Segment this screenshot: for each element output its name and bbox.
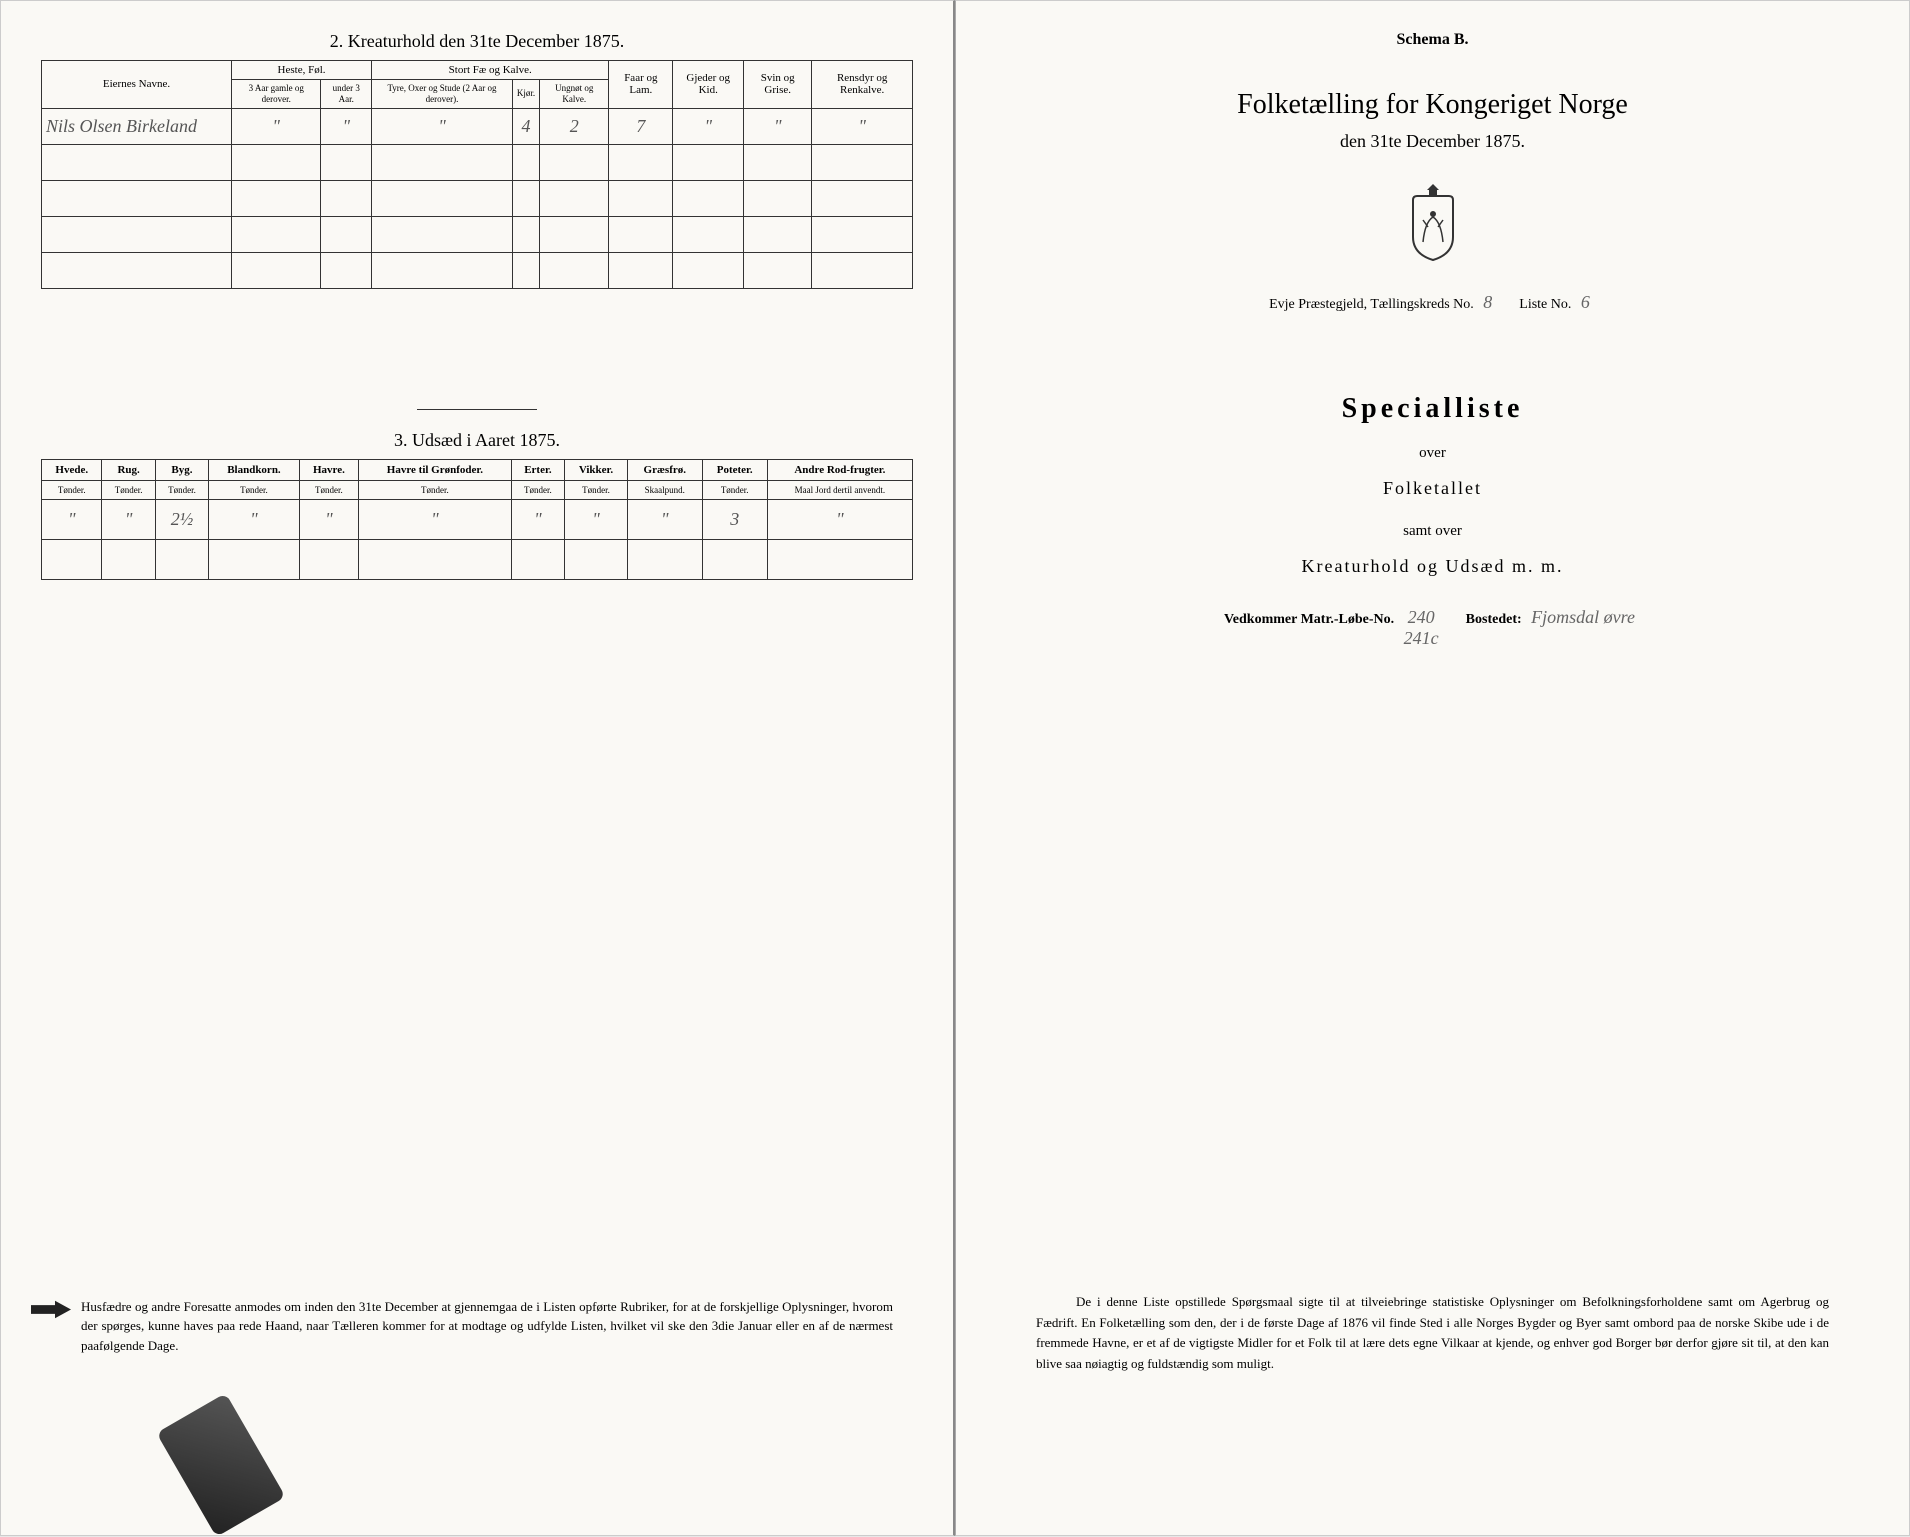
th: Poteter.	[702, 459, 767, 480]
th: Erter.	[511, 459, 564, 480]
th: Vikker.	[565, 459, 628, 480]
th: Andre Rod-frugter.	[767, 459, 912, 480]
binder-clip	[156, 1393, 285, 1537]
census-title: Folketælling for Kongeriget Norge	[996, 89, 1869, 121]
parish-line: Evje Præstegjeld, Tællingskreds No. 8 Li…	[996, 292, 1869, 313]
livestock-table: Eiernes Navne. Heste, Føl. Stort Fæ og K…	[41, 60, 913, 289]
cell: "	[372, 108, 513, 144]
bosted-value: Fjomsdal øvre	[1525, 607, 1641, 627]
cell: "	[42, 499, 102, 539]
matr-no: 240 241c	[1398, 607, 1445, 649]
parish-no: 8	[1477, 292, 1498, 312]
table-row	[42, 180, 913, 216]
specialliste-title: Specialliste	[996, 393, 1869, 425]
th: Tønder.	[209, 480, 300, 499]
th-name: Eiernes Navne.	[42, 61, 232, 109]
bosted-label: Bostedet:	[1466, 612, 1522, 627]
divider	[417, 409, 537, 410]
th-gjeder: Gjeder og Kid.	[673, 61, 744, 109]
seed-data-row: " " 2½ " " " " " " 3 "	[42, 499, 913, 539]
right-footnote: De i denne Liste opstillede Spørgsmaal s…	[1036, 1292, 1829, 1375]
cell-name: Nils Olsen Birkeland	[42, 108, 232, 144]
cell: "	[511, 499, 564, 539]
th-s2: Kjør.	[512, 80, 539, 109]
th: Tønder.	[359, 480, 512, 499]
th: Tønder.	[511, 480, 564, 499]
matr-line: Vedkommer Matr.-Løbe-No. 240 241c Bosted…	[996, 607, 1869, 649]
table-row	[42, 216, 913, 252]
cell: "	[744, 108, 812, 144]
cell: "	[321, 108, 372, 144]
th-s1: Tyre, Oxer og Stude (2 Aar og derover).	[372, 80, 513, 109]
cell: "	[812, 108, 913, 144]
th: Hvede.	[42, 459, 102, 480]
folketallet-label: Folketallet	[996, 478, 1869, 499]
cell: 2½	[155, 499, 208, 539]
matr-label: Vedkommer Matr.-Løbe-No.	[1224, 612, 1394, 627]
cell: 2	[540, 108, 609, 144]
th-heste: Heste, Føl.	[232, 61, 372, 80]
th-h2: under 3 Aar.	[321, 80, 372, 109]
pointing-hand-icon	[31, 1299, 71, 1321]
cell: "	[102, 499, 155, 539]
th-faar: Faar og Lam.	[609, 61, 673, 109]
book-spread: 2. Kreaturhold den 31te December 1875. E…	[0, 0, 1910, 1536]
th: Havre til Grønfoder.	[359, 459, 512, 480]
left-page: 2. Kreaturhold den 31te December 1875. E…	[0, 0, 955, 1536]
right-page: Schema B. Folketælling for Kongeriget No…	[955, 0, 1910, 1536]
footnote-text: Husfædre og andre Foresatte anmodes om i…	[81, 1299, 893, 1353]
samt-label: samt over	[996, 523, 1869, 540]
th: Tønder.	[102, 480, 155, 499]
cell: "	[232, 108, 321, 144]
th-rensdyr: Rensdyr og Renkalve.	[812, 61, 913, 109]
over-label: over	[996, 445, 1869, 462]
cell: "	[673, 108, 744, 144]
cell: "	[209, 499, 300, 539]
seed-sub-row: Tønder. Tønder. Tønder. Tønder. Tønder. …	[42, 480, 913, 499]
th: Tønder.	[702, 480, 767, 499]
th-stort: Stort Fæ og Kalve.	[372, 61, 609, 80]
table-row: Nils Olsen Birkeland " " " 4 2 7 " " "	[42, 108, 913, 144]
seed-table: Hvede. Rug. Byg. Blandkorn. Havre. Havre…	[41, 459, 913, 580]
table-row	[42, 144, 913, 180]
table-row	[42, 252, 913, 288]
cell: "	[565, 499, 628, 539]
th: Græsfrø.	[627, 459, 702, 480]
cell: "	[299, 499, 358, 539]
liste-no: 6	[1575, 292, 1596, 312]
left-footnote: Husfædre og andre Foresatte anmodes om i…	[81, 1297, 893, 1356]
th: Maal Jord dertil anvendt.	[767, 480, 912, 499]
cell: 3	[702, 499, 767, 539]
census-date: den 31te December 1875.	[996, 131, 1869, 152]
cell: "	[767, 499, 912, 539]
cell: 7	[609, 108, 673, 144]
parish-label: Evje Præstegjeld, Tællingskreds No.	[1269, 297, 1474, 312]
th: Tønder.	[299, 480, 358, 499]
th: Skaalpund.	[627, 480, 702, 499]
th: Tønder.	[42, 480, 102, 499]
th: Tønder.	[565, 480, 628, 499]
cell: "	[627, 499, 702, 539]
section2-title: 2. Kreaturhold den 31te December 1875.	[41, 31, 913, 52]
th: Blandkorn.	[209, 459, 300, 480]
liste-label: Liste No.	[1519, 297, 1571, 312]
kreatur-label: Kreaturhold og Udsæd m. m.	[996, 556, 1869, 577]
th: Byg.	[155, 459, 208, 480]
cell: 4	[512, 108, 539, 144]
seed-empty-row	[42, 539, 913, 579]
th-h1: 3 Aar gamle og derover.	[232, 80, 321, 109]
cell: "	[359, 499, 512, 539]
seed-header-row: Hvede. Rug. Byg. Blandkorn. Havre. Havre…	[42, 459, 913, 480]
coat-of-arms-icon	[1403, 182, 1463, 262]
th-s3: Ungnøt og Kalve.	[540, 80, 609, 109]
section3-title: 3. Udsæd i Aaret 1875.	[41, 430, 913, 451]
th: Havre.	[299, 459, 358, 480]
schema-label: Schema B.	[996, 31, 1869, 49]
th: Rug.	[102, 459, 155, 480]
th-svin: Svin og Grise.	[744, 61, 812, 109]
th: Tønder.	[155, 480, 208, 499]
